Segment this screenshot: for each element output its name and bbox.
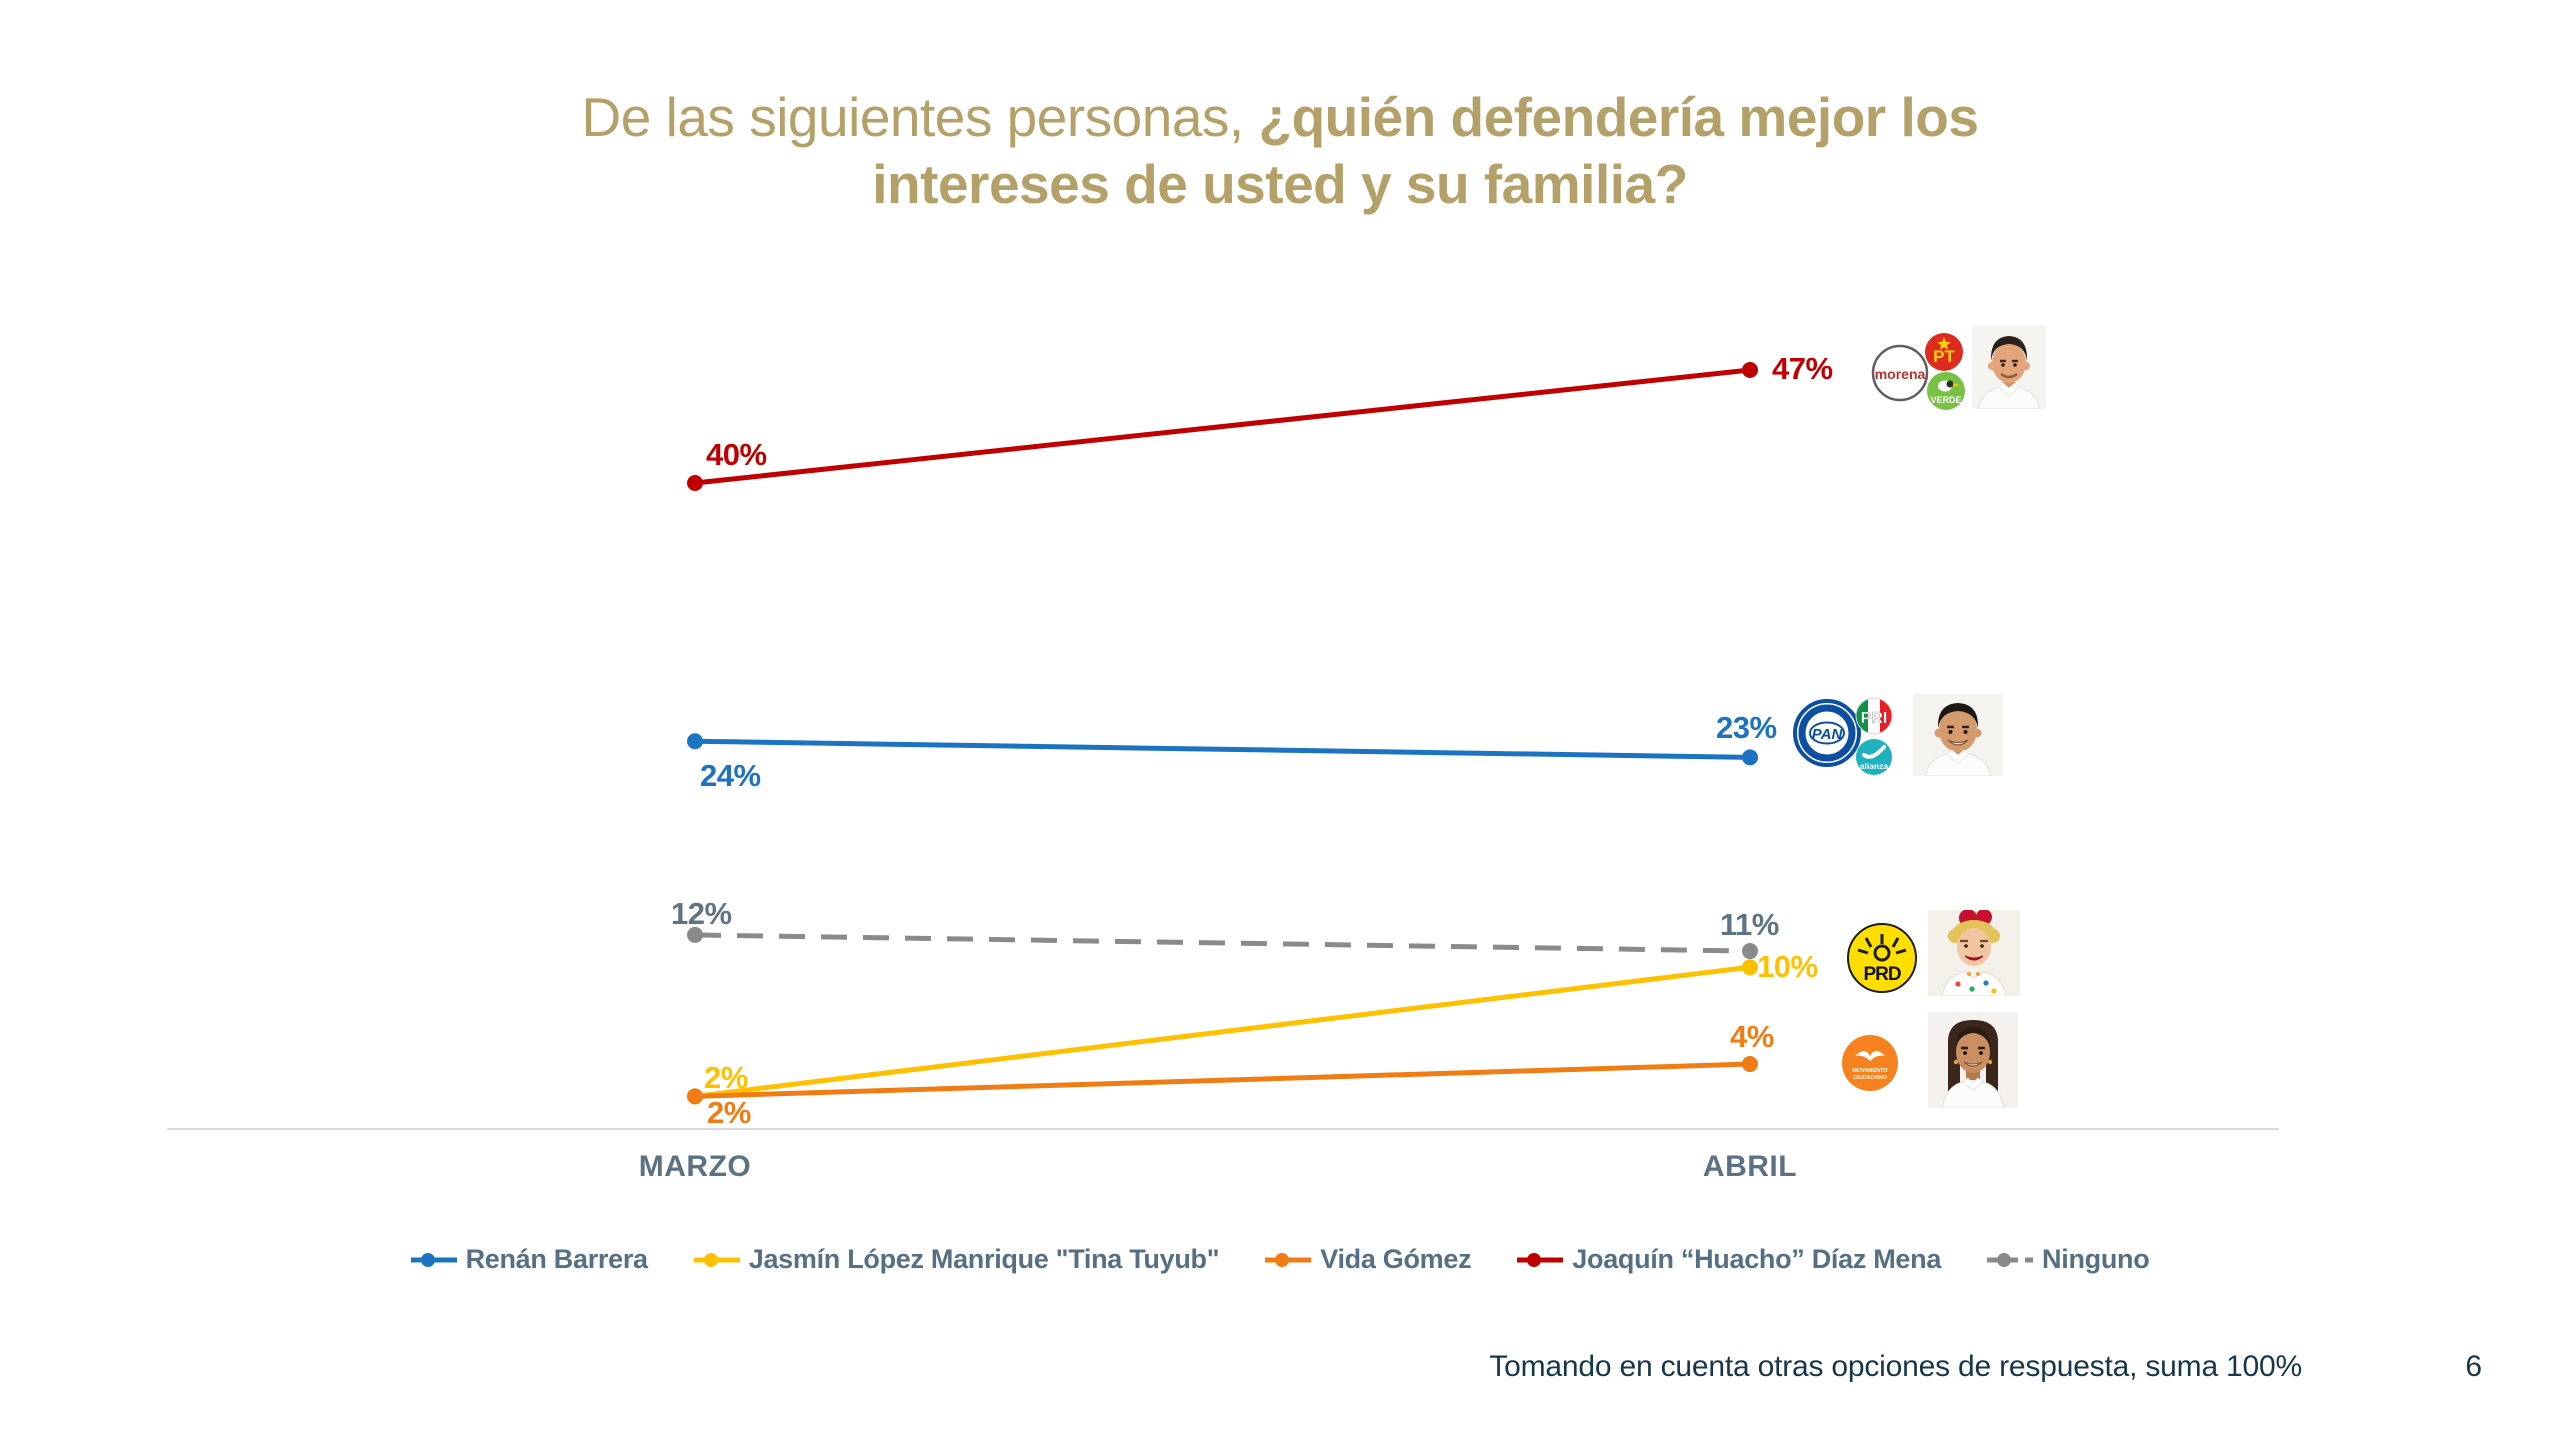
title-part-regular: De las siguientes personas, [581, 86, 1259, 148]
data-point [687, 926, 703, 943]
series-joaqu-n-huacho-d-az-mena [687, 362, 1758, 491]
value-label: 24% [700, 758, 761, 793]
prd-logo: PRD [1847, 923, 1917, 993]
morena-logo-circle [1871, 344, 1929, 402]
pt-logo-text: PT [1933, 347, 1955, 366]
data-point [687, 475, 703, 491]
alianza-logo-text: alianza [1860, 761, 1889, 771]
pri-logo: PRI [1855, 697, 1893, 735]
data-point [1742, 362, 1758, 379]
verde-logo: VERDE [1927, 372, 1965, 410]
page-title: De las siguientes personas, ¿quién defen… [0, 84, 2560, 218]
legend-item: Vida Gómez [1265, 1244, 1472, 1275]
legend-item: Ninguno [1987, 1244, 2150, 1275]
legend-marker-icon [1265, 1252, 1312, 1267]
pan-logo-text: PAN [1812, 726, 1844, 743]
prd-sun-rays [1857, 934, 1907, 955]
pt-logo: PT [1925, 333, 1963, 371]
footer-note: Tomando en cuenta otras opciones de resp… [1489, 1350, 2302, 1383]
value-label: 2% [707, 1095, 751, 1130]
coalition-pan-pri-alianza-logos: PAN PRI alianza [1793, 697, 1893, 775]
legend-item-label: Joaquín “Huacho” Díaz Mena [1572, 1244, 1942, 1274]
data-point [1742, 1056, 1758, 1073]
legend-item-label: Jasmín López Manrique "Tina Tuyub" [748, 1244, 1220, 1274]
data-point [1742, 959, 1758, 976]
title-line-2: intereses de usted y su familia? [872, 153, 1688, 216]
prd-logo-text: PRD [1863, 964, 1900, 985]
photo-tina-tuyub [1928, 910, 2020, 996]
data-point [1742, 943, 1758, 960]
value-label: 40% [706, 437, 767, 472]
axis-category-label: ABRIL [1702, 1150, 1798, 1183]
chart-legend: Renán Barrera Jasmín López Manrique "Tina… [0, 1244, 2560, 1275]
photo-joaquin-diaz-mena [1972, 325, 2046, 409]
value-label: 12% [671, 896, 732, 931]
value-label: 47% [1772, 351, 1833, 386]
legend-item-label: Ninguno [2042, 1244, 2150, 1274]
coalition-morena-pt-verde-logos: morena PT VERDE [1871, 333, 1965, 410]
legend-marker-icon [693, 1252, 740, 1267]
data-point [687, 733, 703, 750]
legend-item-label: Renán Barrera [465, 1244, 648, 1274]
legend-marker-icon [1987, 1252, 2034, 1267]
value-label: 2% [704, 1060, 748, 1095]
series-ren-n-barrera [687, 733, 1758, 766]
value-label: 23% [1716, 710, 1777, 745]
title-line-1: De las siguientes personas, ¿quién defen… [0, 84, 2560, 151]
value-label: 10% [1757, 949, 1818, 984]
data-point [1742, 749, 1758, 766]
legend-item-label: Vida Gómez [1320, 1244, 1472, 1274]
morena-logo-text: morena [1875, 366, 1926, 382]
series-vida-g-mez [687, 1056, 1758, 1105]
pri-logo-text: PRI [1861, 710, 1888, 727]
movimiento-ciudadano-logo: MOVIMIENTO CIUDADANO [1842, 1035, 1898, 1091]
photo-renan-barrera [1913, 694, 2003, 776]
nueva-alianza-logo: alianza [1856, 739, 1892, 775]
legend-item: Renán Barrera [410, 1244, 648, 1275]
legend-marker-icon [1517, 1252, 1564, 1267]
value-label: 11% [1720, 907, 1779, 942]
value-label: 4% [1730, 1019, 1774, 1054]
axis-category-label: MARZO [638, 1150, 752, 1183]
page-number: 6 [2465, 1350, 2482, 1383]
series-ninguno [687, 926, 1758, 960]
verde-logo-text: VERDE [1930, 395, 1961, 405]
legend-item: Jasmín López Manrique "Tina Tuyub" [693, 1244, 1220, 1275]
legend-item: Joaquín “Huacho” Díaz Mena [1517, 1244, 1941, 1275]
legend-marker-icon [410, 1252, 457, 1267]
mc-logo-text-1: MOVIMIENTO [1852, 1068, 1888, 1074]
mc-logo-text-2: CIUDADANO [1853, 1075, 1887, 1081]
photo-vida-gomez [1928, 1012, 2018, 1108]
data-point [687, 1088, 703, 1105]
title-part-bold: ¿quién defendería mejor los [1258, 86, 1979, 148]
pan-logo: PAN [1793, 699, 1861, 767]
